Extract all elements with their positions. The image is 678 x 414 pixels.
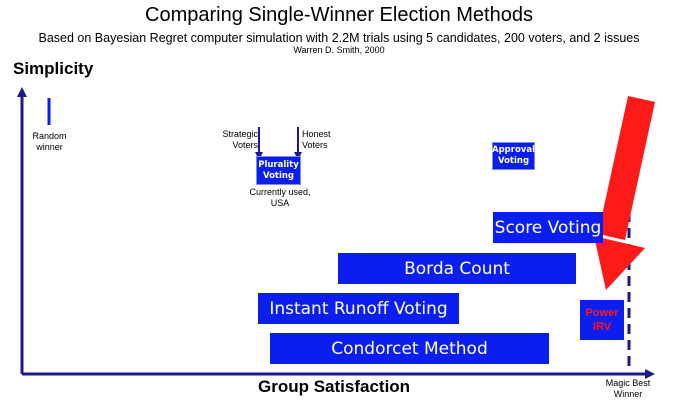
power-irv-box: Power IRV (580, 300, 624, 340)
strategic-voters-label: Strategic Voters (222, 129, 258, 150)
x-axis-label: Group Satisfaction (258, 377, 411, 396)
score-voting-box: Score Voting (493, 212, 603, 243)
author-credit: Warren D. Smith, 2000 (293, 45, 385, 55)
borda-count-box: Borda Count (338, 253, 576, 284)
plurality-voting-box: Plurality Voting (256, 156, 301, 185)
currently-used-label: Currently used, USA (249, 187, 311, 208)
condorcet-method-box: Condorcet Method (270, 333, 549, 364)
magic-best-winner-label: Magic Best Winner (605, 378, 651, 399)
power-irv-arrow (594, 96, 655, 290)
instant-runoff-voting-box: Instant Runoff Voting (258, 293, 459, 324)
honest-voters-label: Honest Voters (302, 129, 331, 150)
random-winner-label: Random winner (32, 131, 67, 152)
y-axis-label: Simplicity (13, 59, 94, 78)
page-title: Comparing Single-Winner Election Methods (145, 4, 533, 26)
page-subtitle: Based on Bayesian Regret computer simula… (38, 31, 640, 45)
approval-voting-box: Approval Voting (492, 142, 535, 170)
